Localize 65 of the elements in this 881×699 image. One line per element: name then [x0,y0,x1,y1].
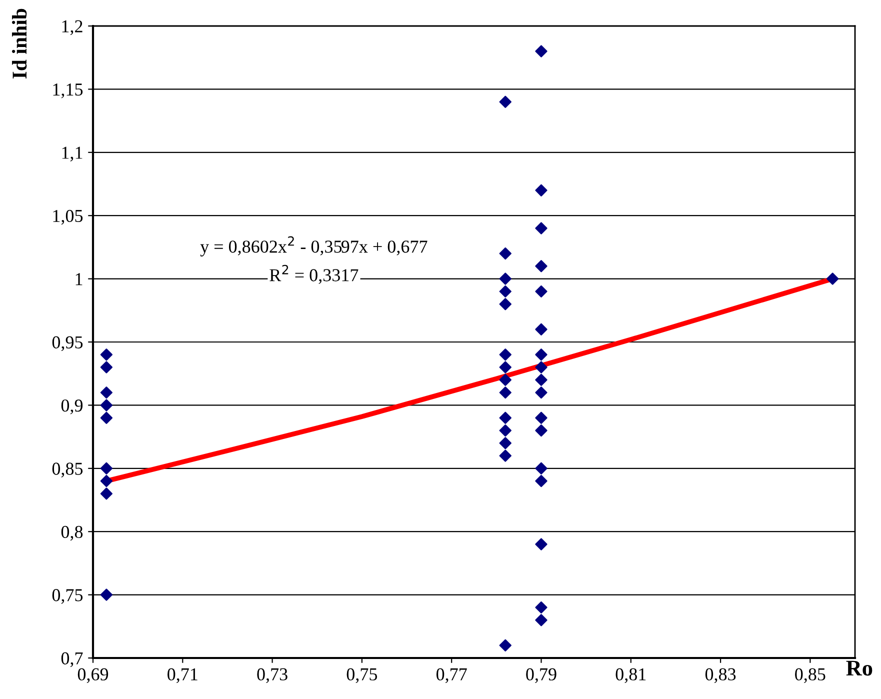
point [499,96,512,108]
point [499,361,512,374]
x-tick-label: 0,81 [616,668,646,684]
point [535,348,548,361]
y-tick-label: 0,9 [61,399,83,414]
point [499,247,512,260]
x-tick-label: 0,69 [78,668,108,684]
point [499,272,512,285]
point [100,474,113,488]
point [100,399,113,412]
point [100,588,113,601]
y-tick-label: 1 [76,273,82,286]
x-tick-label: 0,73 [257,668,288,684]
y-tick-label: 1,2 [62,20,82,36]
point [535,285,548,298]
point [535,386,548,399]
point [499,639,512,652]
point [535,424,548,437]
point [499,437,512,450]
point [100,412,113,424]
point [535,323,548,336]
y-tick-label: 1,1 [62,146,82,162]
annotation: y = 0,8602x$^{2}$ - 0,3597x + 0,677 [200,236,428,256]
y-tick-label: 1,15 [53,84,83,98]
y-axis-title: Id inhib [12,8,27,79]
x-tick-label: 0,71 [168,668,198,684]
point [100,462,113,474]
point [535,260,548,272]
point [535,601,548,614]
point [535,374,548,386]
y-tick-label: 0,7 [61,652,83,668]
x-tick-label: 0,85 [795,668,826,684]
x-tick-label: 0,77 [436,668,467,684]
x-tick-label: 0,75 [346,668,378,684]
point [535,45,548,58]
point [100,386,113,399]
point [499,412,512,424]
point [499,386,512,399]
y-tick-label: 0,8 [61,526,83,541]
x-tick-label: 0,79 [526,668,556,684]
point [499,450,512,462]
x-axis-title: Ro [846,660,872,676]
y-tick-label: 1,05 [53,210,83,225]
point [535,184,548,196]
point [499,424,512,437]
point [100,488,113,500]
y-tick-label: 0,95 [52,336,83,352]
point [535,462,548,474]
point [499,348,512,361]
point [535,412,548,424]
point [100,348,113,361]
point [499,298,512,310]
point [535,361,548,374]
annotation: R$^{2}$ = 0,3317 [270,264,358,284]
point [535,614,548,626]
point [535,474,548,488]
y-tick-label: 0,85 [52,462,83,478]
point [535,538,548,550]
point [100,361,113,374]
y-tick-label: 0,75 [52,589,83,604]
point [535,222,548,234]
x-tick-label: 0,83 [705,668,736,684]
point [499,374,512,386]
point [826,272,839,285]
point [499,285,512,298]
